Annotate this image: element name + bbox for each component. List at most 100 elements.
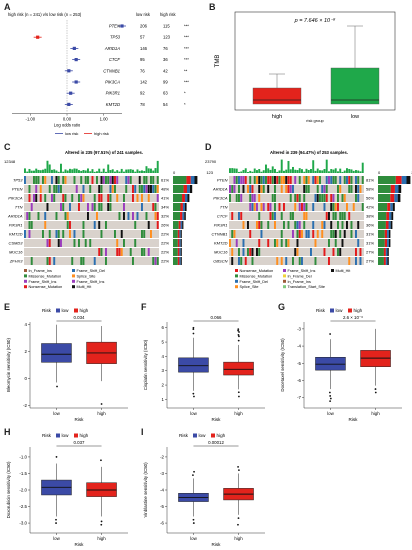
outlier-point [55, 522, 57, 524]
mutation-cell [350, 176, 353, 184]
mutation-cell [316, 185, 319, 193]
gene-bar-segment [180, 248, 182, 256]
mutation-cell [240, 194, 243, 202]
sample-bar [120, 168, 123, 173]
mutation-cell [147, 248, 150, 256]
mutation-cell [229, 194, 231, 202]
y-tick-label: 5 [162, 340, 165, 345]
legend-swatch [24, 285, 27, 289]
sample-bar [260, 171, 263, 173]
mutation-cell [323, 194, 326, 202]
gene-label: CTNNB1 [211, 232, 227, 237]
legend-label: Frame_Shift_Del [240, 280, 269, 284]
mutation-cell [339, 230, 342, 238]
sample-bar [321, 170, 324, 173]
sample-bar [156, 160, 159, 173]
mutation-cell [154, 185, 157, 193]
mutation-cell [154, 203, 157, 211]
mutation-cell [339, 176, 342, 184]
mutation-cell [280, 239, 283, 247]
gene-percent: 27% [366, 250, 374, 255]
mutation-cell [332, 230, 335, 238]
mutation-cell [138, 176, 141, 184]
sample-bar [87, 168, 89, 173]
mutation-cell [253, 203, 256, 211]
gene-bar-segment [390, 221, 393, 229]
gene-bar-segment [173, 194, 183, 202]
sample-bar [136, 169, 139, 173]
mutation-cell [109, 185, 112, 193]
outlier-point [192, 328, 195, 331]
sample-bar [280, 159, 283, 173]
x-tick-label: high [97, 536, 106, 541]
sample-bar [152, 170, 155, 173]
mutation-cell [28, 194, 31, 202]
mutation-cell [321, 194, 324, 202]
y-axis-label: Vinblastine sensitivity (IC50) [143, 462, 148, 518]
gene-label: PTEN [109, 24, 121, 29]
plot-frame [234, 11, 396, 111]
mutation-cell [107, 194, 110, 202]
gene-label: KMT2D [214, 241, 228, 246]
legend-label: Splice_Site [77, 274, 96, 278]
legend-label: Frame_Shift_Ins [288, 269, 316, 273]
sample-bar [343, 170, 346, 173]
mutation-cell [64, 212, 67, 220]
grid-row-bg [24, 221, 159, 229]
mutation-cell [359, 248, 362, 256]
mutation-cell [143, 248, 146, 256]
gene-bar-segment [398, 185, 402, 193]
mutation-cell [289, 212, 292, 220]
mutation-cell [127, 176, 130, 184]
mutation-cell [341, 239, 344, 247]
mutation-cell [129, 248, 132, 256]
mutation-cell [98, 185, 101, 193]
sample-bar [150, 168, 152, 173]
grid-row-bg [24, 257, 159, 265]
mutation-cell [87, 203, 89, 211]
outlier-point [55, 456, 58, 458]
mutation-cell [262, 203, 265, 211]
mutation-cell [328, 239, 330, 247]
gene-label: MUC16 [9, 250, 23, 255]
mutation-cell [298, 203, 301, 211]
sample-bar [98, 168, 101, 173]
gene-bar-segment [378, 257, 384, 265]
mutation-cell [355, 248, 357, 256]
legend-swatch [235, 279, 238, 283]
panel-e: E Risk low high -2 0 2 4 Bleomycin sensitivity … [0, 300, 137, 425]
gene-label: TTN [220, 205, 228, 210]
mutation-cell [258, 194, 261, 202]
mutation-cell [73, 176, 76, 184]
mutation-cell [48, 239, 51, 247]
mutation-cell [355, 230, 357, 238]
mutation-cell [62, 176, 65, 184]
mutation-cell [98, 221, 101, 229]
mutation-cell [156, 212, 159, 220]
outlier-point [237, 329, 240, 332]
significance: *** [184, 24, 189, 29]
sample-bar [251, 171, 254, 173]
mutation-cell [287, 185, 290, 193]
tmb-boxplot: TMB p = 7.646 × 10⁻⁸ high low risk group [215, 11, 396, 123]
mutation-cell [242, 221, 245, 229]
boxplot-vinblastine: Risk low high -6 -5 -4 -3 -2 Vinblastine sensiti… [143, 433, 265, 547]
mutation-cell [24, 176, 26, 184]
gene-bar-segment [182, 203, 185, 211]
grid-row-bg [24, 230, 159, 238]
gene-percent: 22% [161, 232, 169, 237]
mutation-cell [260, 230, 263, 238]
gene-bar-segment [384, 239, 388, 247]
mutation-cell [337, 185, 339, 193]
mutation-cell [298, 257, 301, 265]
gene-bar-segment [378, 230, 385, 238]
y-tick-label: -2 [160, 454, 164, 459]
mutation-cell [244, 257, 247, 265]
sample-bar [240, 171, 243, 173]
outlier-point [100, 523, 103, 526]
sample-bar [44, 168, 47, 173]
gene-bar-segment [182, 212, 185, 220]
mutation-cell [323, 185, 326, 193]
high-count: 76 [163, 46, 168, 51]
mutation-cell [334, 230, 337, 238]
